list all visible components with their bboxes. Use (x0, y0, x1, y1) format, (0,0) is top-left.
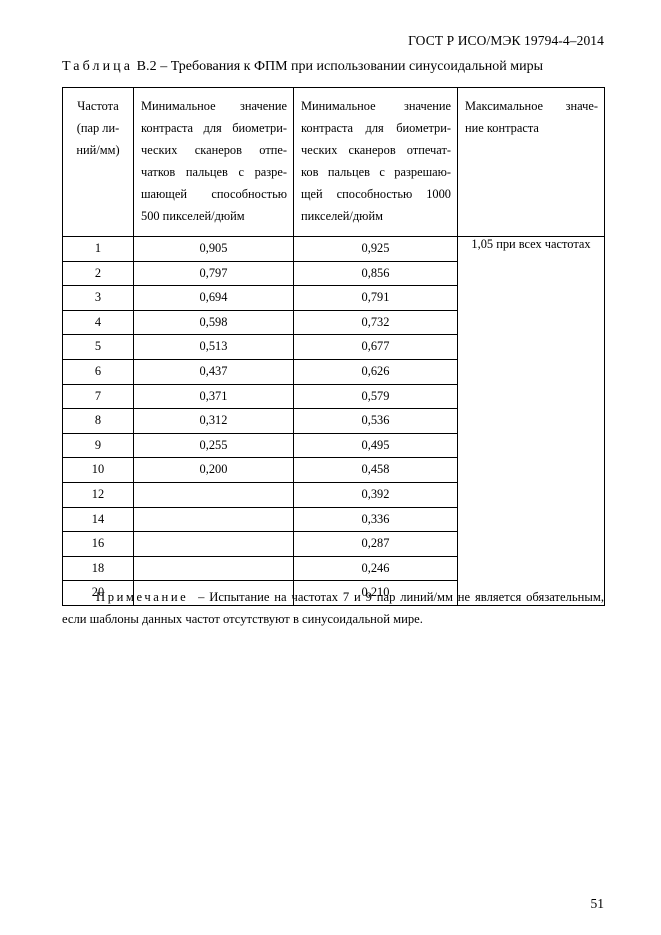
cell-min-contrast-500: 0,437 (133, 358, 294, 385)
cell-min-contrast-1000: 0,210 (293, 580, 458, 606)
column-header-min1000-line2: контраста для биометри- (301, 121, 451, 135)
cell-min-contrast-500: 0,513 (133, 334, 294, 360)
document-header-standard-number: ГОСТ Р ИСО/МЭК 19794-4–2014 (408, 33, 604, 48)
table-note-text: Испытание на частотах 7 и 9 пар линий/мм… (62, 590, 604, 626)
cell-min-contrast-500 (133, 481, 294, 508)
cell-frequency: 6 (62, 358, 134, 385)
cell-min-contrast-500: 0,371 (133, 383, 294, 410)
cell-min-contrast-1000: 0,732 (293, 309, 458, 336)
table-caption-text: Требования к ФПМ при использовании синус… (170, 59, 543, 74)
cell-min-contrast-1000: 0,287 (293, 531, 458, 557)
cell-min-contrast-1000: 0,495 (293, 432, 458, 459)
cell-frequency: 9 (62, 432, 134, 459)
column-header-frequency: Частота (пар ли- ний/мм) (62, 87, 134, 237)
table-row: 8 0,312 0,536 (62, 408, 605, 434)
cell-frequency: 1 (62, 236, 134, 262)
cell-frequency: 5 (62, 334, 134, 360)
table-caption-number: В.2 (136, 59, 157, 74)
table-row: 18 0,246 (62, 555, 605, 582)
cell-frequency: 4 (62, 309, 134, 336)
cell-min-contrast-500: 0,255 (133, 432, 294, 459)
cell-min-contrast-500 (133, 506, 294, 533)
cell-frequency: 16 (62, 531, 134, 557)
table-header-row: Частота (пар ли- ний/мм) Минимальное зна… (62, 87, 605, 237)
cell-min-contrast-500 (133, 531, 294, 557)
table-note: Примечание – Испытание на частотах 7 и 9… (62, 586, 604, 630)
table-row: 12 0,392 (62, 481, 605, 508)
table-note-label: Примечание (96, 590, 189, 604)
table-row: 4 0,598 0,732 (62, 309, 605, 336)
cell-min-contrast-1000: 0,458 (293, 457, 458, 483)
table-row: 7 0,371 0,579 (62, 383, 605, 410)
cell-min-contrast-500: 0,905 (133, 236, 294, 262)
table-row: 2 0,797 0,856 (62, 260, 605, 287)
table-b2: Частота (пар ли- ний/мм) Минимальное зна… (62, 87, 605, 606)
table-b2-wrapper: Частота (пар ли- ний/мм) Минимальное зна… (62, 87, 605, 606)
column-header-min500-line3: ческих сканеров отпе- (141, 143, 287, 157)
column-header-min500-line6: 500 пикселей/дюйм (141, 209, 245, 223)
column-header-min1000-line1: Минимальное значение (301, 99, 451, 113)
cell-frequency: 20 (62, 580, 134, 606)
cell-frequency: 18 (62, 555, 134, 582)
table-row: 20 0,210 (62, 580, 605, 606)
column-header-max-line2: ние контраста (465, 121, 539, 135)
column-header-min500-line4: чатков пальцев с разре- (141, 165, 287, 179)
cell-min-contrast-500: 0,200 (133, 457, 294, 483)
cell-min-contrast-1000: 0,925 (293, 236, 458, 262)
column-header-frequency-line3: ний/мм) (76, 143, 120, 157)
cell-min-contrast-1000: 0,626 (293, 358, 458, 385)
column-header-max-line1: Максимальное значе- (465, 99, 598, 113)
cell-frequency: 8 (62, 408, 134, 434)
column-header-min500-line2: контраста для биометри- (141, 121, 287, 135)
table-head: Частота (пар ли- ний/мм) Минимальное зна… (62, 87, 605, 237)
column-header-min1000-line6: пикселей/дюйм (301, 209, 383, 223)
table-row: 10 0,200 0,458 (62, 457, 605, 483)
table-row: 1 0,905 0,925 1,05 при всех частотах (62, 236, 605, 606)
table-row: 14 0,336 (62, 506, 605, 533)
cell-frequency: 14 (62, 506, 134, 533)
table-row: 5 0,513 0,677 (62, 334, 605, 360)
page-number: 51 (590, 896, 605, 911)
cell-min-contrast-500 (133, 555, 294, 582)
cell-frequency: 7 (62, 383, 134, 410)
cell-min-contrast-1000: 0,677 (293, 334, 458, 360)
table-caption-dash: – (160, 59, 168, 74)
cell-min-contrast-500 (133, 580, 294, 606)
column-header-min500-line5: шающей способностью (141, 187, 287, 201)
cell-min-contrast-1000: 0,579 (293, 383, 458, 410)
table-caption: Таблица В.2 – Требования к ФПМ при испол… (62, 59, 607, 75)
table-caption-label: Таблица (62, 59, 134, 74)
column-header-min1000-line5: щей способностью 1000 (301, 187, 451, 201)
cell-min-contrast-500: 0,598 (133, 309, 294, 336)
cell-min-contrast-1000: 0,336 (293, 506, 458, 533)
column-header-min1000-line4: ков пальцев с разрешаю- (301, 165, 451, 179)
column-header-min1000-line3: ческих сканеров отпечат- (301, 143, 451, 157)
cell-min-contrast-500: 0,797 (133, 260, 294, 287)
cell-frequency: 2 (62, 260, 134, 287)
cell-min-contrast-1000: 0,791 (293, 285, 458, 311)
cell-min-contrast-1000: 0,856 (293, 260, 458, 287)
cell-min-contrast-1000: 0,246 (293, 555, 458, 582)
table-note-dash: – (198, 590, 205, 604)
cell-frequency: 10 (62, 457, 134, 483)
column-header-frequency-line2: (пар ли- (76, 121, 120, 135)
cell-min-contrast-500: 0,694 (133, 285, 294, 311)
column-header-min500-line1: Минимальное значение (141, 99, 287, 113)
cell-min-contrast-500: 0,312 (133, 408, 294, 434)
cell-frequency: 3 (62, 285, 134, 311)
cell-min-contrast-1000: 0,392 (293, 481, 458, 508)
table-row: 16 0,287 (62, 531, 605, 557)
column-header-min-contrast-500: Минимальное значение контраста для биоме… (133, 87, 294, 237)
cell-min-contrast-1000: 0,536 (293, 408, 458, 434)
cell-frequency: 12 (62, 481, 134, 508)
table-row: 3 0,694 0,791 (62, 285, 605, 311)
table-body: 1 0,905 0,925 1,05 при всех частотах 2 0,797 0… (62, 236, 605, 606)
cell-max-contrast-merged: 1,05 при всех частотах (457, 236, 605, 606)
column-header-max-contrast: Максимальное значе- ние контраста (457, 87, 605, 237)
column-header-min-contrast-1000: Минимальное значение контраста для биоме… (293, 87, 458, 237)
column-header-frequency-line1: Частота (77, 99, 119, 113)
